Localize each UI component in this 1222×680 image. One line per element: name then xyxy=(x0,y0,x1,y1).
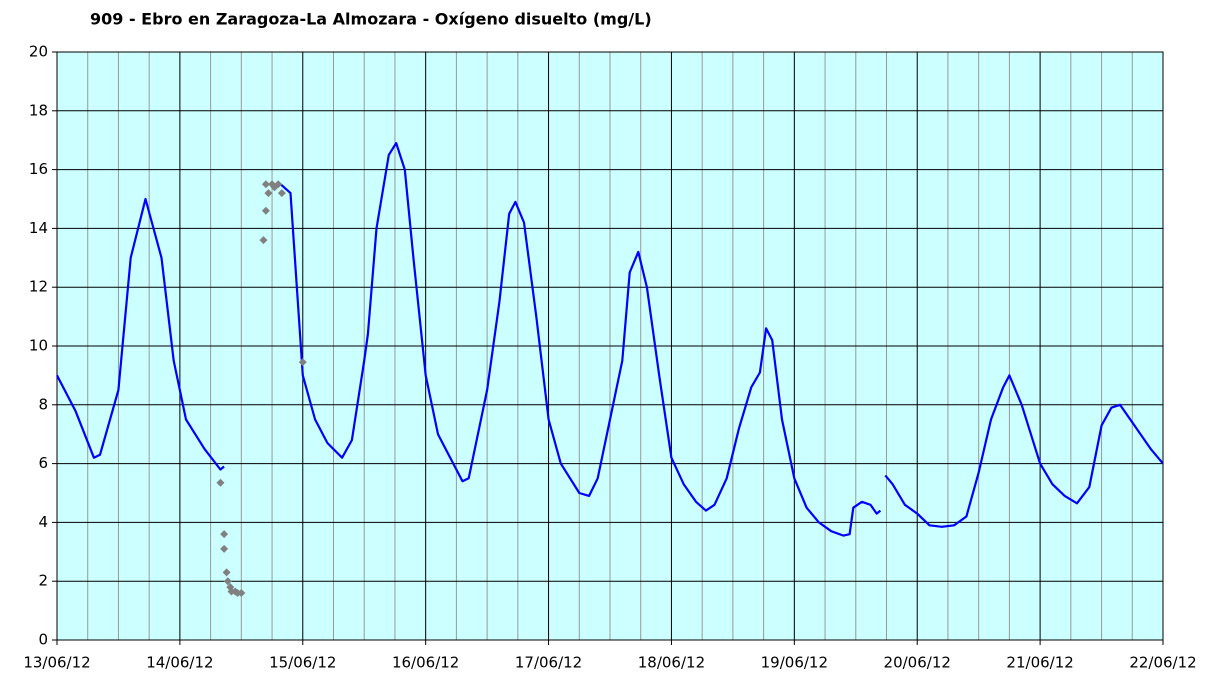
y-tick-label: 4 xyxy=(38,513,48,531)
data-point xyxy=(261,180,270,189)
y-tick-label: 6 xyxy=(38,454,48,472)
data-point xyxy=(274,180,283,189)
x-tick-label: 17/06/12 xyxy=(515,654,582,672)
x-tick-label: 20/06/12 xyxy=(884,654,951,672)
data-point xyxy=(220,530,229,539)
data-point xyxy=(298,358,307,367)
data-point xyxy=(259,236,268,245)
data-point xyxy=(216,478,225,487)
chart-title: 909 - Ebro en Zaragoza-La Almozara - Oxí… xyxy=(90,10,652,29)
x-tick-label: 19/06/12 xyxy=(761,654,828,672)
data-line xyxy=(56,142,1164,537)
x-tick-label: 21/06/12 xyxy=(1006,654,1073,672)
x-tick-label: 16/06/12 xyxy=(392,654,459,672)
x-tick-label: 22/06/12 xyxy=(1129,654,1196,672)
data-point xyxy=(277,189,286,198)
data-point xyxy=(261,206,270,215)
y-tick-label: 20 xyxy=(29,43,48,61)
y-tick-label: 14 xyxy=(29,219,48,237)
y-tick-label: 16 xyxy=(29,160,48,178)
data-point xyxy=(223,577,232,586)
x-tick-label: 15/06/12 xyxy=(269,654,336,672)
data-point xyxy=(264,189,273,198)
y-tick-label: 2 xyxy=(38,572,48,590)
y-tick-label: 0 xyxy=(38,631,48,649)
y-tick-label: 8 xyxy=(38,395,48,413)
x-tick-label: 13/06/12 xyxy=(23,654,90,672)
data-point xyxy=(222,568,231,577)
x-tick-label: 18/06/12 xyxy=(638,654,705,672)
y-tick-label: 10 xyxy=(29,337,48,355)
y-tick-label: 18 xyxy=(29,101,48,119)
y-tick-label: 12 xyxy=(29,278,48,296)
data-point xyxy=(220,544,229,553)
data-point xyxy=(237,588,246,597)
x-tick-label: 14/06/12 xyxy=(146,654,213,672)
